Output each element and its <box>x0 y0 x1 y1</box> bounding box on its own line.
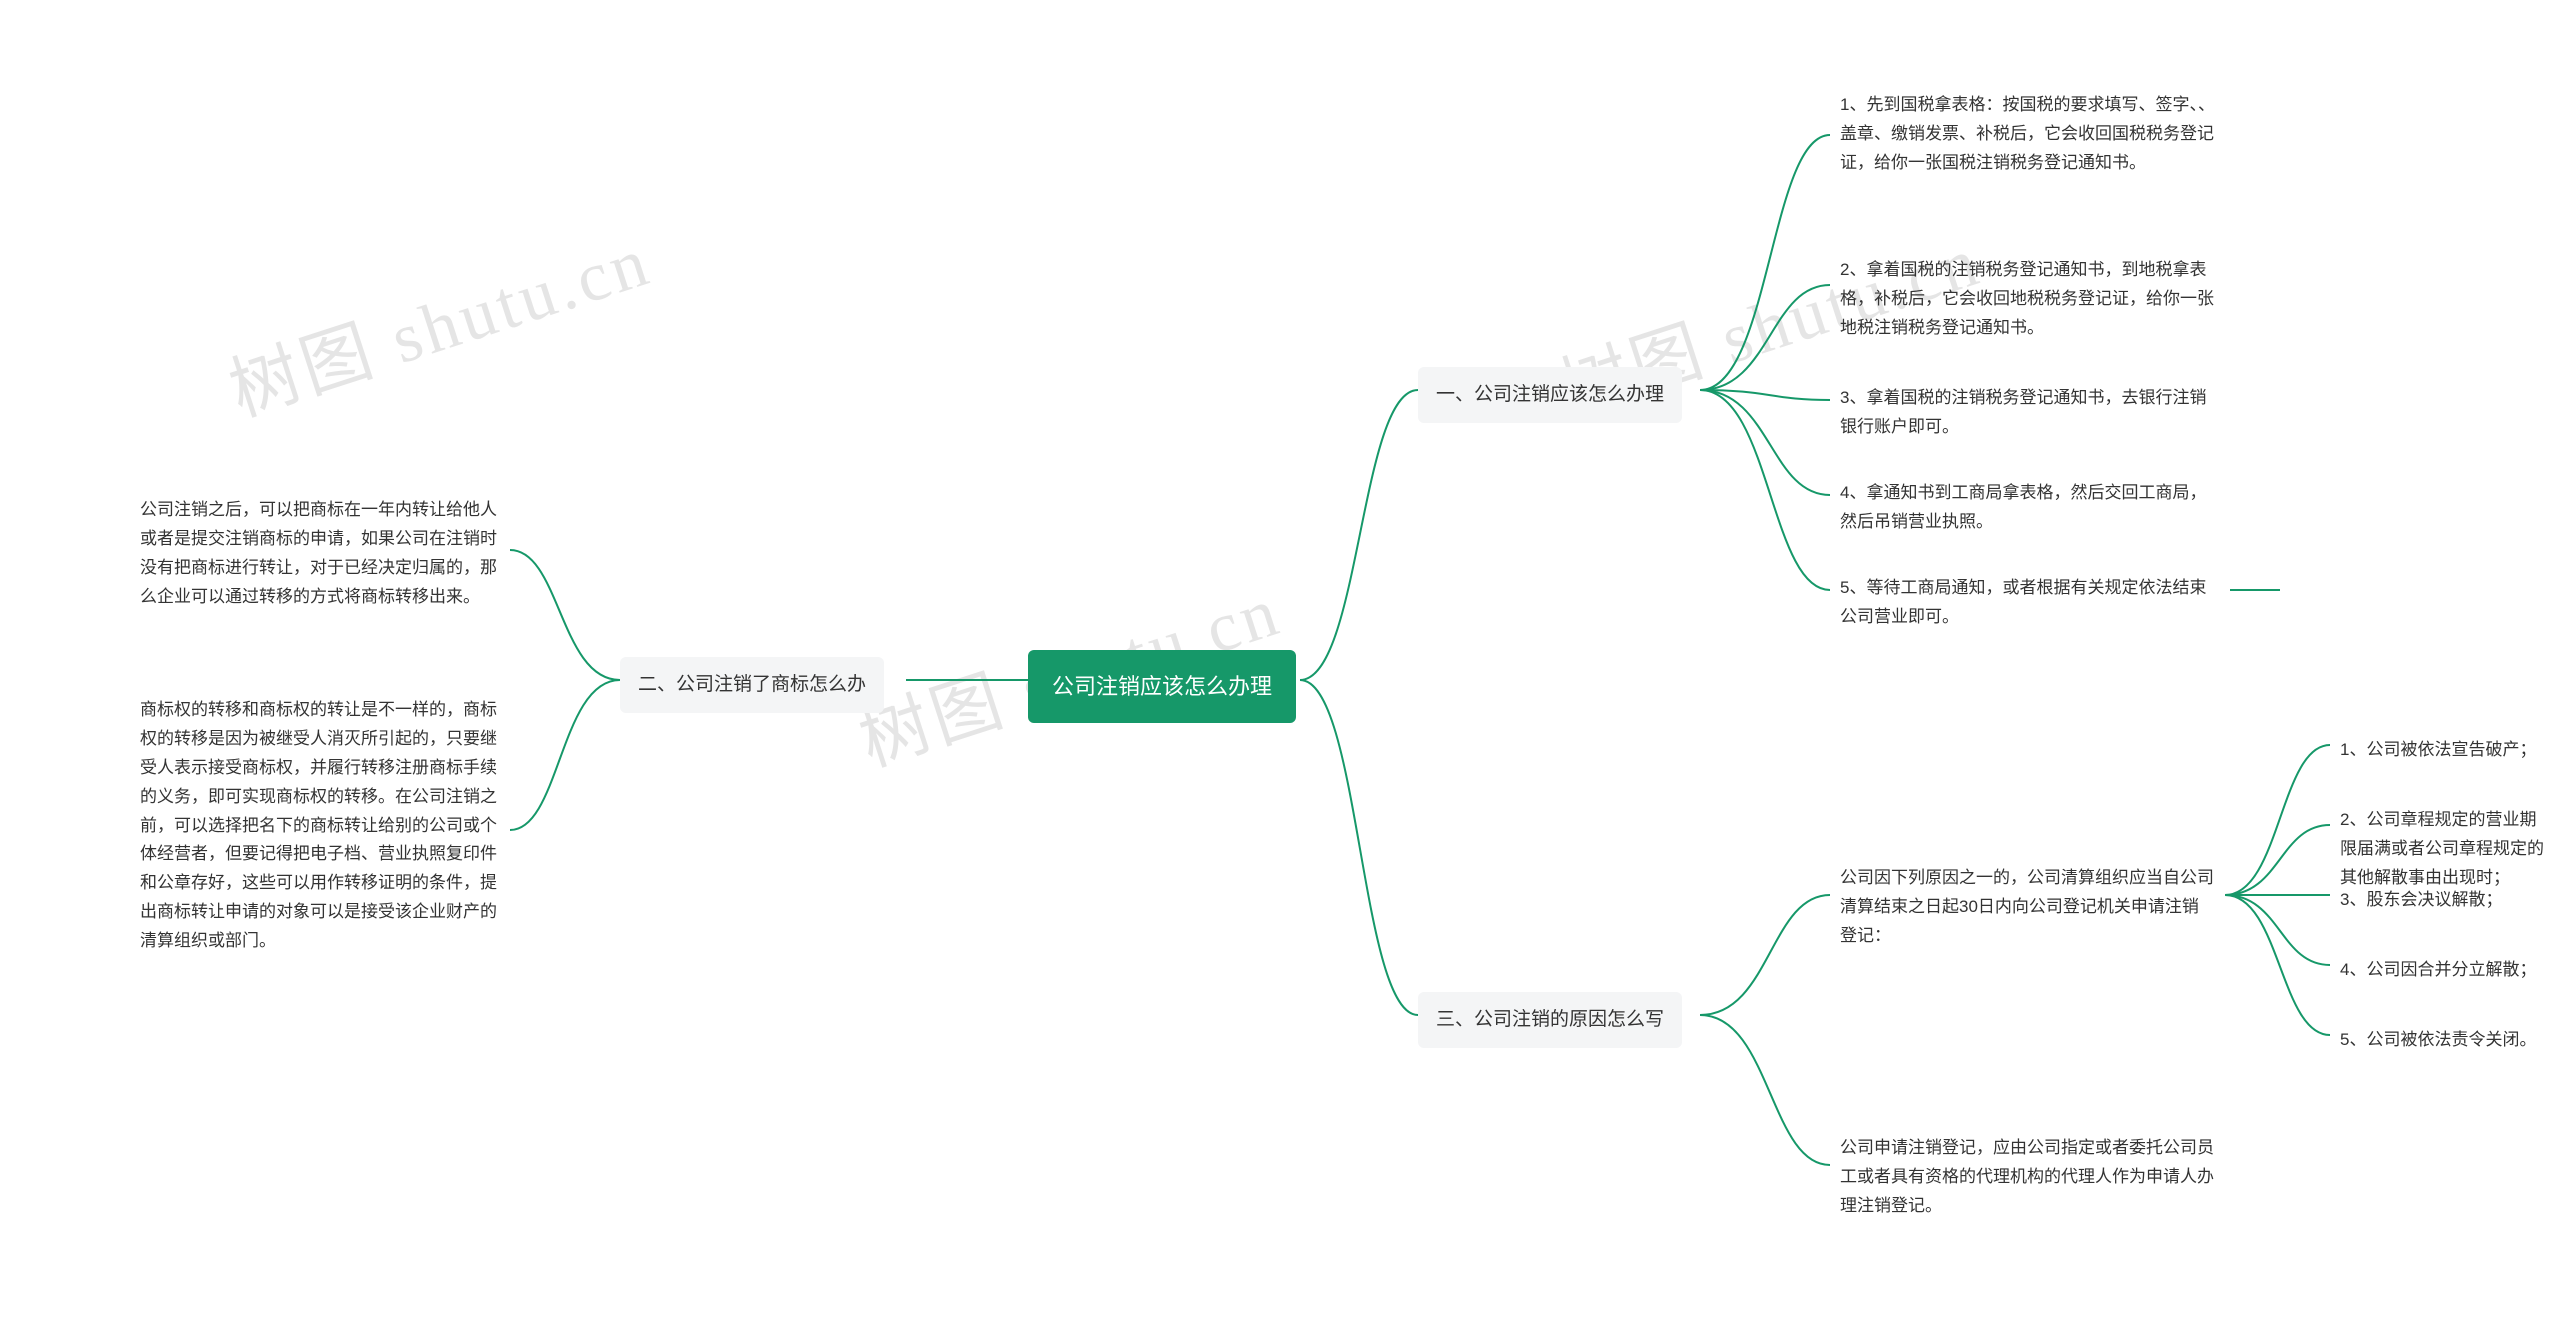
watermark: 树图 shutu.cn <box>215 205 662 436</box>
right-leaf-reason-1: 1、公司被依法宣告破产； <box>2330 730 2560 771</box>
left-leaf-trademark-2: 商标权的转移和商标权的转让是不一样的，商标权的转移是因为被继受人消灭所引起的，只… <box>130 690 520 962</box>
left-leaf-trademark-1: 公司注销之后，可以把商标在一年内转让给他人或者是提交注销商标的申请，如果公司在注… <box>130 490 520 618</box>
mindmap-canvas: 树图 shutu.cn 树图 shutu.cn 树图 shutu.cn 公司注销… <box>0 0 2560 1332</box>
right-leaf-process-4: 4、拿通知书到工商局拿表格，然后交回工商局，然后吊销营业执照。 <box>1830 473 2230 543</box>
root-node[interactable]: 公司注销应该怎么办理 <box>1028 650 1296 723</box>
right-leaf-reason-5: 5、公司被依法责令关闭。 <box>2330 1020 2560 1061</box>
left-branch-trademark[interactable]: 二、公司注销了商标怎么办 <box>620 657 884 713</box>
right-leaf-reason-3: 3、股东会决议解散； <box>2330 880 2560 921</box>
right-leaf-process-1: 1、先到国税拿表格：按国税的要求填写、签字、、盖章、缴销发票、补税后，它会收回国… <box>1830 85 2230 184</box>
right-leaf-process-3: 3、拿着国税的注销税务登记通知书，去银行注销银行账户即可。 <box>1830 378 2230 448</box>
right-leaf-process-2: 2、拿着国税的注销税务登记通知书，到地税拿表格，补税后，它会收回地税税务登记证，… <box>1830 250 2230 349</box>
right-leaf-process-5: 5、等待工商局通知，或者根据有关规定依法结束公司营业即可。 <box>1830 568 2230 638</box>
right-branch-process[interactable]: 一、公司注销应该怎么办理 <box>1418 367 1682 423</box>
right-sub-reasons-intro: 公司因下列原因之一的，公司清算组织应当自公司清算结束之日起30日内向公司登记机关… <box>1830 858 2225 957</box>
right-leaf-reason-4: 4、公司因合并分立解散； <box>2330 950 2560 991</box>
right-branch-reasons[interactable]: 三、公司注销的原因怎么写 <box>1418 992 1682 1048</box>
right-sub-reasons-apply: 公司申请注销登记，应由公司指定或者委托公司员工或者具有资格的代理机构的代理人作为… <box>1830 1128 2225 1227</box>
